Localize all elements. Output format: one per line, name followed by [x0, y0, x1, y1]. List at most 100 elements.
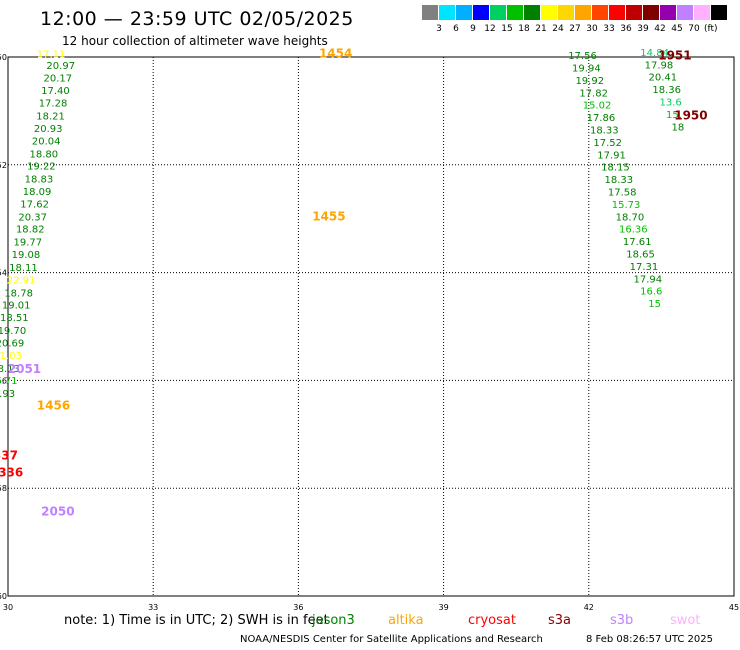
wave-height-value: 15.: [666, 110, 682, 121]
wave-height-value: 20.93: [34, 124, 63, 135]
scale-swatch: [541, 5, 557, 20]
wave-height-value: 17.58: [608, 188, 637, 199]
generated-timestamp: 8 Feb 08:26:57 UTC 2025: [586, 634, 713, 645]
wave-height-value: 15: [648, 299, 661, 310]
scale-label: 30: [586, 24, 598, 34]
wave-height-value: 15.73: [612, 200, 641, 211]
wave-height-value: 18: [671, 122, 684, 133]
scale-label: 6: [453, 24, 459, 34]
wave-height-value: 20.41: [649, 73, 678, 84]
pass-time-label: 2051: [8, 362, 41, 376]
wave-height-value: 18.70: [616, 212, 645, 223]
wave-height-value: 17.61: [623, 237, 652, 248]
wave-height-value: 18.09: [23, 187, 52, 198]
wave-height-value: 19.77: [14, 238, 43, 249]
map-subtitle: 12 hour collection of altimeter wave hei…: [62, 34, 328, 48]
wave-height-value: 19.22: [27, 162, 56, 173]
scale-swatch: [592, 5, 608, 20]
wave-height-value: 18.33: [590, 126, 619, 137]
wave-height-value: 17.31: [630, 262, 659, 273]
wave-height-value: 18.78: [4, 288, 33, 299]
wave-height-value: 16.36: [619, 225, 648, 236]
satellite-name-s3a: s3a: [548, 613, 572, 628]
scale-label: 42: [654, 24, 666, 34]
pass-time-label: 2336: [0, 465, 23, 479]
wave-height-value: 18.80: [29, 149, 58, 160]
wave-height-value: 17.86: [587, 113, 616, 124]
scale-label: 18: [518, 24, 530, 34]
scale-label: 12: [484, 24, 496, 34]
scale-swatch: [660, 5, 676, 20]
wave-height-value: 20.17: [44, 73, 73, 84]
pass-time-label: 2050: [41, 505, 74, 519]
wave-height-value: 17.40: [41, 86, 70, 97]
wave-height-value: 19.70: [0, 326, 26, 337]
scale-swatch: [439, 5, 455, 20]
scale-label: 45: [671, 24, 683, 34]
credit-line: NOAA/NESDIS Center for Satellite Applica…: [240, 634, 543, 645]
wave-height-value: 17.28: [39, 99, 68, 110]
scale-label: 39: [637, 24, 649, 34]
pass-time-label: 1950: [674, 109, 707, 123]
wave-height-value: 20.37: [18, 212, 47, 223]
pass-time-label: 1454: [319, 47, 352, 61]
satellite-name-swot: swot: [670, 613, 701, 628]
wave-height-value: 17.94: [634, 274, 663, 285]
wave-height-value: 18.51: [0, 313, 29, 324]
wave-height-value: 18.83: [25, 175, 54, 186]
scale-swatch: [677, 5, 693, 20]
lon-tick-label: 33: [148, 603, 158, 612]
scale-swatch: [422, 5, 438, 20]
scale-swatch: [643, 5, 659, 20]
scale-label: 33: [603, 24, 615, 34]
scale-swatch: [456, 5, 472, 20]
wave-height-value: 19.08: [12, 250, 41, 261]
wave-height-value: 18.33: [604, 175, 633, 186]
wave-height-value: 17.56: [568, 51, 597, 62]
scale-label: 36: [620, 24, 632, 34]
satellite-name-cryosat: cryosat: [468, 613, 516, 628]
satellite-name-altika: altika: [388, 613, 424, 628]
scale-label: 21: [535, 24, 547, 34]
pass-time-label: 1951: [658, 49, 691, 63]
wave-height-value: 20.97: [46, 61, 75, 72]
lat-tick-label: -58: [0, 484, 7, 493]
lat-lon-grid: [8, 57, 734, 596]
pass-time-label: 1456: [37, 399, 70, 413]
wave-height-value: 14.84: [640, 48, 669, 59]
wave-height-value: 19.01: [2, 301, 31, 312]
lat-tick-label: -56: [0, 376, 7, 385]
wave-height-value: 18.11: [9, 263, 38, 274]
scale-swatch: [473, 5, 489, 20]
wave-height-value: 17.11: [37, 50, 66, 61]
lon-tick-label: 30: [3, 603, 13, 612]
wave-height-value: 17.93: [0, 389, 15, 400]
wave-height-value: 22.91: [7, 275, 36, 286]
scale-swatch: [626, 5, 642, 20]
satellite-name-s3b: s3b: [610, 613, 634, 628]
scale-swatch: [524, 5, 540, 20]
scale-swatch: [558, 5, 574, 20]
wave-height-value: 18.13: [0, 364, 20, 375]
lat-tick-label: -60: [0, 592, 7, 601]
scale-label: 24: [552, 24, 564, 34]
wave-height-value: 18.65: [626, 250, 655, 261]
note-text: note: 1) Time is in UTC; 2) SWH is in fe…: [64, 613, 329, 628]
lon-tick-label: 42: [584, 603, 594, 612]
wave-height-value: 16.6: [640, 287, 662, 298]
wave-height-value: 18.15: [601, 163, 630, 174]
axis-tick-labels: 30 33 36 39 42 45 -50 -52 -54 -56 -58 -60: [0, 53, 739, 612]
wave-height-value: 18.82: [16, 225, 45, 236]
scale-label: 3: [436, 24, 442, 34]
pass-time-label: 2337: [0, 449, 18, 463]
wave-height-value: 17.98: [645, 60, 674, 71]
wave-height-value: 20.04: [32, 136, 61, 147]
plot-border: [7, 56, 735, 597]
wave-height-value: 17.82: [579, 88, 608, 99]
wave-height-value: 16.71: [0, 376, 17, 387]
wave-height-value: 13.6: [659, 98, 681, 109]
pass-time-label: 1455: [312, 209, 345, 223]
scale-swatch: [694, 5, 710, 20]
wave-height-value: 18.21: [36, 112, 65, 123]
